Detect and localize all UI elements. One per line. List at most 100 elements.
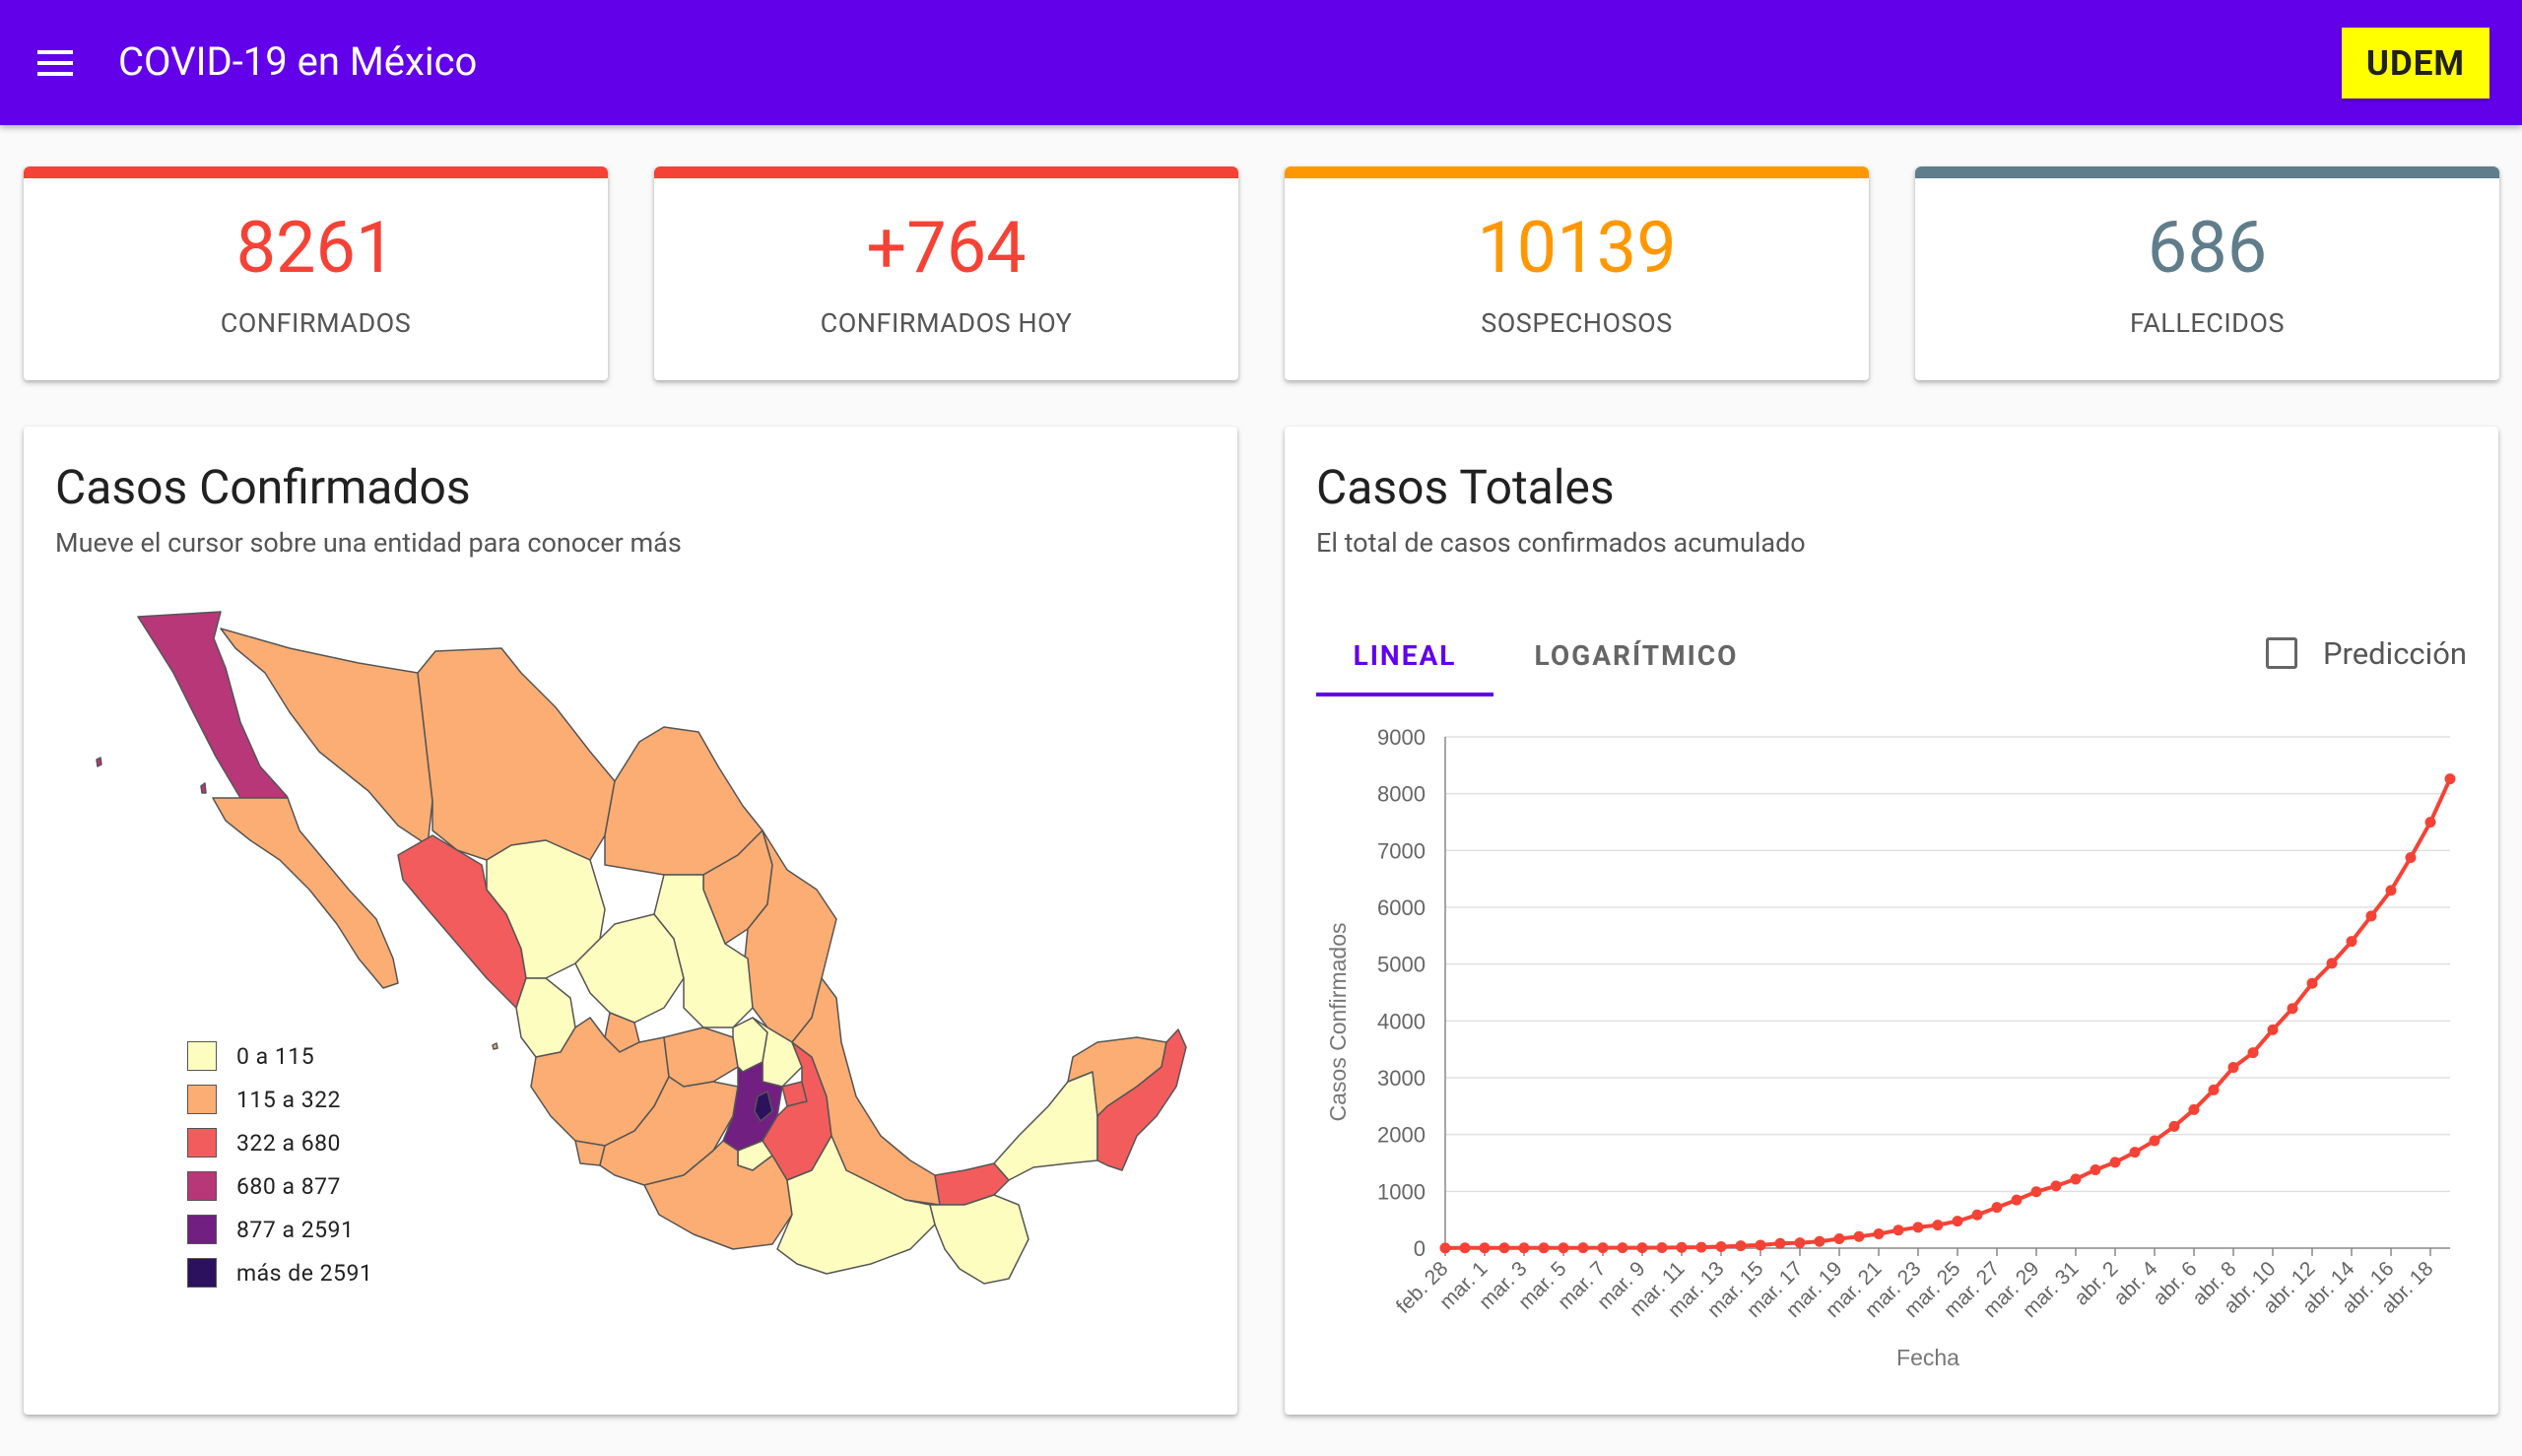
y-tick-label: 9000 <box>1377 725 1426 750</box>
state-guerrero[interactable] <box>643 1140 793 1250</box>
data-point <box>1558 1242 1569 1254</box>
state-sonora[interactable] <box>220 628 433 846</box>
state-coahuila[interactable] <box>604 726 763 876</box>
data-point <box>2444 773 2456 785</box>
data-point <box>2247 1047 2259 1059</box>
state-baja-california[interactable] <box>137 611 289 799</box>
x-tick-label: abr. 4 <box>2109 1257 2162 1310</box>
island-cedros <box>200 782 207 794</box>
y-tick-label: 1000 <box>1377 1179 1426 1204</box>
tab-lineal[interactable]: LINEAL <box>1316 614 1493 696</box>
stat-value: 10139 <box>1477 206 1677 290</box>
data-point <box>1439 1242 1451 1254</box>
legend-swatch <box>187 1041 217 1071</box>
legend-label: 0 a 115 <box>236 1042 315 1070</box>
data-point <box>1597 1242 1609 1254</box>
map-panel: Casos Confirmados Mueve el cursor sobre … <box>24 427 1237 1415</box>
stat-card-sospechosos: 10139 SOSPECHOSOS <box>1285 166 1869 380</box>
map-panel-title: Casos Confirmados <box>55 459 471 515</box>
legend-item: 877 a 2591 <box>187 1208 372 1251</box>
cases-line-chart: 0 1000 2000 3000 4000 5000 6000 7000 8000 9000 feb… <box>1325 725 2456 1370</box>
x-axis-title: Fecha <box>1896 1345 1959 1370</box>
data-point <box>1932 1220 1944 1231</box>
data-point <box>1676 1241 1688 1253</box>
state-baja-california-sur[interactable] <box>212 797 399 989</box>
data-point <box>1794 1237 1806 1249</box>
y-tick-label: 0 <box>1414 1236 1426 1261</box>
y-axis-title: Casos Confirmados <box>1325 923 1351 1122</box>
legend-item: 115 a 322 <box>187 1078 372 1121</box>
stat-label: SOSPECHOSOS <box>1481 307 1673 339</box>
data-point <box>2188 1103 2200 1115</box>
data-point <box>2070 1173 2082 1185</box>
state-campeche[interactable] <box>993 1071 1098 1181</box>
app-title: COVID-19 en México <box>118 38 478 85</box>
data-point <box>1853 1230 1865 1242</box>
data-point <box>1479 1242 1491 1254</box>
tab-logaritmico[interactable]: LOGARÍTMICO <box>1505 614 1767 696</box>
data-point <box>1538 1242 1550 1254</box>
legend-swatch <box>187 1128 217 1158</box>
prediccion-checkbox[interactable]: Predicción <box>2265 624 2467 683</box>
legend-label: más de 2591 <box>236 1259 373 1287</box>
island-revillagigedo <box>492 1042 498 1050</box>
data-point <box>1518 1242 1530 1254</box>
tab-label: LINEAL <box>1353 638 1457 672</box>
chart-panel: Casos Totales El total de casos confirma… <box>1285 427 2498 1415</box>
series-line <box>1444 777 2452 1250</box>
data-point <box>1498 1242 1510 1254</box>
data-point <box>2011 1194 2023 1206</box>
stat-accent-bar <box>24 166 608 178</box>
mexico-map <box>96 611 1187 1285</box>
stat-card-confirmados-hoy: +764 CONFIRMADOS HOY <box>654 166 1238 380</box>
legend-swatch <box>187 1215 217 1244</box>
hamburger-menu-icon[interactable] <box>28 39 83 87</box>
state-quintana-roo[interactable] <box>1096 1028 1187 1171</box>
legend-item: 0 a 115 <box>187 1034 372 1078</box>
legend-swatch <box>187 1258 217 1288</box>
state-san-luis-potosi[interactable] <box>653 874 754 1028</box>
data-point <box>2346 936 2357 948</box>
stat-label: CONFIRMADOS HOY <box>820 307 1073 339</box>
data-point <box>2326 958 2338 969</box>
data-point <box>1912 1222 1924 1233</box>
stat-card-confirmados: 8261 CONFIRMADOS <box>24 166 608 380</box>
legend-label: 322 a 680 <box>236 1129 341 1157</box>
state-guanajuato[interactable] <box>663 1026 739 1088</box>
data-point <box>2129 1147 2141 1158</box>
stat-value: 8261 <box>235 206 396 290</box>
tab-label: LOGARÍTMICO <box>1534 638 1739 672</box>
y-tick-label: 6000 <box>1377 895 1426 920</box>
x-tick-label: abr. 6 <box>2149 1257 2201 1309</box>
data-point <box>1971 1209 1983 1221</box>
y-tick-label: 5000 <box>1377 953 1426 977</box>
x-tick-label: feb. 28 <box>1392 1257 1453 1318</box>
data-point <box>1636 1242 1648 1254</box>
legend-item: 680 a 877 <box>187 1164 372 1208</box>
state-cdmx[interactable] <box>754 1091 773 1122</box>
state-chiapas[interactable] <box>929 1194 1029 1285</box>
map-legend: 0 a 115 115 a 322 322 a 680 680 a 877 87… <box>187 1034 372 1294</box>
data-point <box>1695 1241 1707 1253</box>
chart-panel-title: Casos Totales <box>1316 459 1615 515</box>
legend-swatch <box>187 1171 217 1201</box>
data-point <box>2227 1062 2239 1074</box>
data-point <box>2030 1186 2042 1198</box>
data-point <box>1459 1242 1471 1254</box>
checkbox-box[interactable] <box>2265 637 2297 669</box>
data-point <box>1873 1228 1885 1240</box>
state-chihuahua[interactable] <box>417 647 616 861</box>
udem-button[interactable]: UDEM <box>2342 28 2489 99</box>
checkbox-label: Predicción <box>2322 634 2467 672</box>
stat-accent-bar <box>1915 166 2499 178</box>
chart-panel-subtitle: El total de casos confirmados acumulado <box>1316 527 1806 559</box>
tab-indicator <box>1316 693 1493 696</box>
data-point <box>2168 1120 2180 1132</box>
island-guadalupe <box>96 757 102 767</box>
legend-item: más de 2591 <box>187 1251 372 1294</box>
data-point <box>1617 1242 1628 1254</box>
y-tick-label: 8000 <box>1377 782 1426 807</box>
stat-label: FALLECIDOS <box>2130 307 2285 339</box>
data-point <box>1991 1202 2003 1214</box>
data-point <box>1577 1242 1589 1254</box>
